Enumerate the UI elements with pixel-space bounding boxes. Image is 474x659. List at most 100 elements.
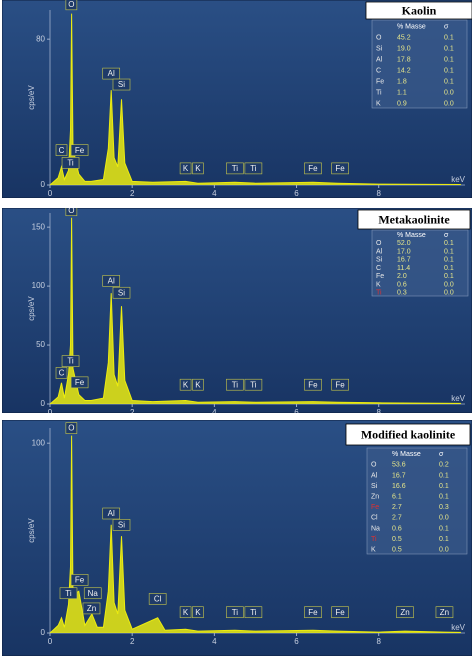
x-tick-label: 6 — [294, 637, 299, 646]
table-cell: 45.2 — [397, 34, 411, 41]
table-cell: 6.1 — [392, 494, 402, 501]
x-tick-label: 2 — [130, 189, 135, 198]
peak-label: Fe — [308, 380, 318, 389]
y-tick-label: 0 — [41, 399, 46, 408]
table-cell: Ti — [376, 89, 382, 96]
table-cell: 0.1 — [439, 472, 449, 479]
table-header: σ — [444, 232, 449, 239]
x-tick-label: 8 — [376, 408, 381, 413]
peak-label: O — [68, 0, 74, 9]
table-cell: 1.1 — [397, 89, 407, 96]
peak-label: Fe — [335, 380, 345, 389]
table-cell: 0.6 — [392, 525, 402, 532]
peak-label-box — [331, 606, 349, 619]
table-cell: 2.7 — [392, 504, 402, 511]
peak-label: Al — [108, 509, 115, 518]
x-tick-label: 0 — [48, 408, 53, 413]
x-axis-label: keV — [451, 623, 465, 632]
table-cell: 0.2 — [439, 462, 449, 469]
table-cell: Fe — [376, 273, 384, 280]
peak-label-box — [70, 144, 89, 156]
peak-label: Fe — [75, 146, 85, 155]
peak-label-box — [304, 606, 322, 619]
table-cell: 16.7 — [397, 257, 411, 264]
table-cell: 0.1 — [444, 67, 454, 74]
peak-label-box — [65, 0, 78, 11]
peak-label: K — [183, 608, 189, 617]
peak-label-box — [102, 67, 121, 80]
table-cell: 14.2 — [397, 67, 411, 74]
chart-title: Metakaolinite — [378, 212, 450, 226]
table-cell: 16.7 — [392, 472, 406, 479]
table-cell: 0.1 — [444, 240, 454, 247]
table-cell: Fe — [371, 504, 379, 511]
x-tick-label: 6 — [294, 189, 299, 198]
table-cell: 0.1 — [439, 494, 449, 501]
table-cell: 0.1 — [444, 248, 454, 255]
x-tick-label: 8 — [376, 637, 381, 646]
table-box — [371, 229, 469, 297]
peak-label: O — [68, 208, 74, 215]
peak-label: Si — [118, 521, 125, 530]
peak-label-box — [61, 355, 80, 367]
peak-label-box — [192, 378, 204, 391]
peak-label-box — [70, 376, 89, 389]
title-box — [345, 423, 471, 446]
table-cell: 0.5 — [392, 547, 402, 554]
x-tick-label: 2 — [130, 637, 135, 646]
table-cell: Si — [376, 257, 383, 264]
table-cell: 0.9 — [397, 100, 407, 107]
y-axis-label: cps/eV — [27, 296, 36, 321]
peak-label-box — [102, 507, 121, 520]
table-cell: 52.0 — [397, 240, 411, 247]
table-cell: O — [371, 462, 377, 469]
peak-label: K — [195, 380, 201, 389]
peak-label-box — [55, 367, 68, 379]
peak-label: Ti — [250, 608, 257, 617]
table-cell: 0.0 — [439, 515, 449, 522]
table-cell: Al — [376, 248, 383, 255]
y-axis-label: cps/eV — [27, 85, 36, 110]
peak-label-box — [226, 378, 244, 391]
peak-label-box — [179, 606, 192, 619]
table-cell: 0.0 — [444, 100, 454, 107]
peak-label: Ti — [65, 589, 72, 598]
peak-label: Fe — [308, 164, 318, 173]
peak-label: Zn — [400, 608, 409, 617]
y-tick-label: 0 — [41, 180, 46, 189]
table-cell: 0.5 — [392, 536, 402, 543]
x-axis-label: keV — [451, 175, 465, 184]
peak-label-box — [148, 593, 167, 605]
y-axis-label: cps/eV — [27, 518, 36, 543]
table-cell: O — [376, 34, 382, 41]
title-box — [365, 1, 472, 20]
peak-label-box — [83, 587, 102, 600]
spectrum-line — [49, 217, 461, 405]
table-cell: 0.0 — [444, 281, 454, 288]
peak-label: Ti — [232, 164, 239, 173]
peak-label-box — [435, 606, 454, 619]
table-cell: 0.1 — [444, 78, 454, 85]
table-cell: C — [376, 67, 381, 74]
table-header: σ — [439, 451, 444, 458]
peak-label-box — [396, 606, 414, 619]
peak-label-box — [179, 162, 192, 175]
peak-label-box — [61, 157, 80, 169]
peak-label-box — [304, 378, 322, 391]
table-cell: 0.1 — [444, 273, 454, 280]
peak-label: Fe — [335, 608, 345, 617]
y-tick-label: 100 — [32, 438, 46, 447]
peak-label-box — [244, 378, 263, 391]
x-tick-label: 4 — [212, 637, 217, 646]
peak-label: K — [183, 380, 189, 389]
peak-label: Zn — [87, 604, 96, 613]
table-cell: 0.1 — [444, 45, 454, 52]
peak-label: Fe — [75, 576, 85, 585]
peak-label-box — [331, 378, 349, 391]
peak-label-box — [226, 606, 244, 619]
table-cell: 0.1 — [444, 56, 454, 63]
table-cell: Ti — [371, 536, 377, 543]
